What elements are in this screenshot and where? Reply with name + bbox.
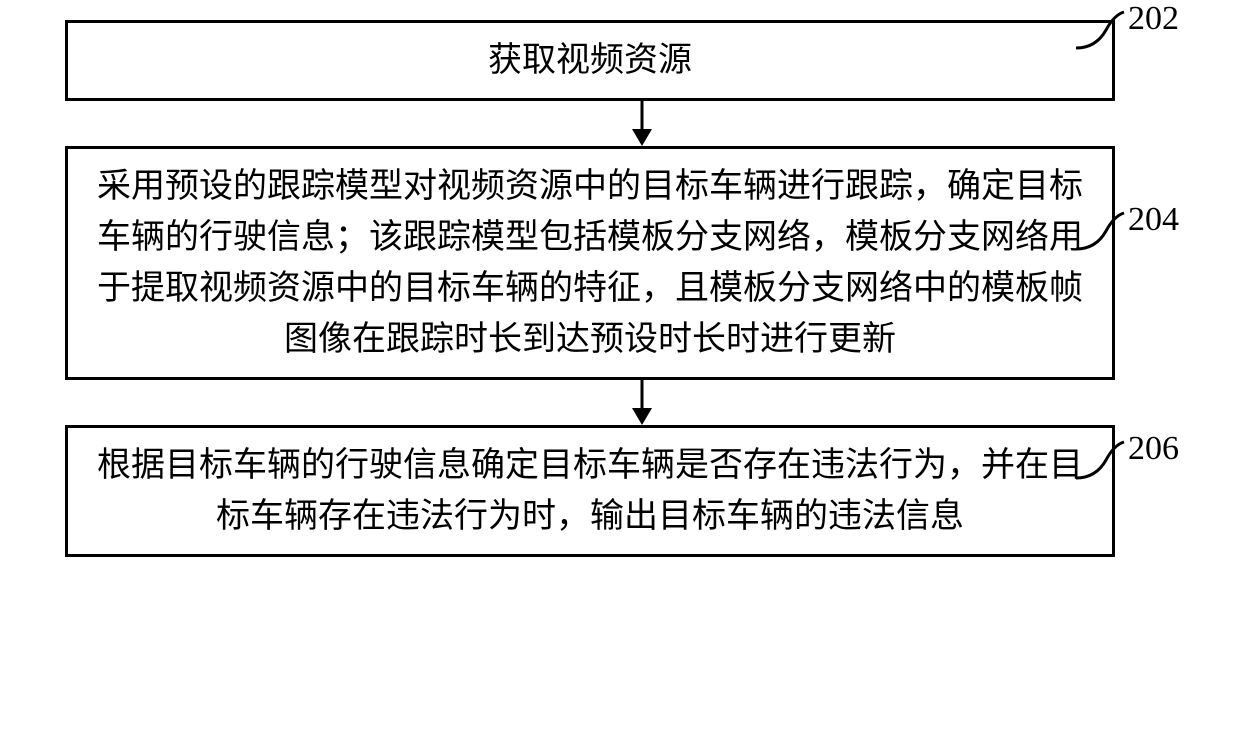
arrow-container-2 [117,380,1167,425]
arrow-down-icon [627,380,657,425]
curve-icon [1076,10,1126,50]
curve-icon [1076,211,1126,251]
step-wrapper-206: 根据目标车辆的行驶信息确定目标车辆是否存在违法行为，并在目标车辆存在违法行为时，… [20,425,1219,557]
arrow-down-icon [627,101,657,146]
step-wrapper-202: 获取视频资源 202 [20,20,1219,101]
arrow-container-1 [117,101,1167,146]
step-label-206: 206 [1128,430,1179,468]
label-connector-206: 206 [1076,440,1179,480]
label-connector-202: 202 [1076,10,1179,50]
step-box-206: 根据目标车辆的行驶信息确定目标车辆是否存在违法行为，并在目标车辆存在违法行为时，… [65,425,1115,557]
step-text-204: 采用预设的跟踪模型对视频资源中的目标车辆进行跟踪，确定目标车辆的行驶信息；该跟踪… [88,161,1092,365]
step-text-202: 获取视频资源 [488,35,692,86]
step-label-202: 202 [1128,0,1179,38]
step-label-204: 204 [1128,201,1179,239]
step-wrapper-204: 采用预设的跟踪模型对视频资源中的目标车辆进行跟踪，确定目标车辆的行驶信息；该跟踪… [20,146,1219,380]
label-connector-204: 204 [1076,211,1179,251]
step-box-204: 采用预设的跟踪模型对视频资源中的目标车辆进行跟踪，确定目标车辆的行驶信息；该跟踪… [65,146,1115,380]
flowchart-container: 获取视频资源 202 采用预设的跟踪模型对视频资源中的目标车辆进行跟踪，确定目标… [20,20,1219,557]
step-text-206: 根据目标车辆的行驶信息确定目标车辆是否存在违法行为，并在目标车辆存在违法行为时，… [88,440,1092,542]
curve-icon [1076,440,1126,480]
step-box-202: 获取视频资源 [65,20,1115,101]
